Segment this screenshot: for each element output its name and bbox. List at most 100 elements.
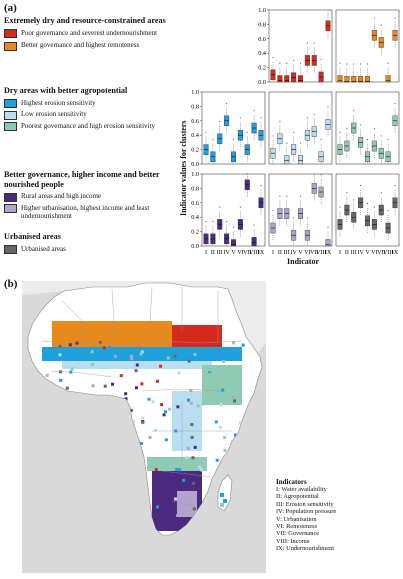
- legend-item-label: Better governance and highest remoteness: [21, 41, 140, 49]
- map-cell: [178, 468, 182, 472]
- y-tick-label: 0.0: [258, 79, 266, 86]
- box-outlier: [299, 62, 302, 64]
- map-cell: [90, 350, 94, 354]
- box-outlier: [320, 138, 322, 141]
- x-tick-label: II: [345, 250, 349, 256]
- box-outlier: [353, 63, 355, 65]
- box-outlier: [226, 102, 228, 105]
- box-outlier: [313, 42, 315, 44]
- map-cell: [45, 373, 49, 377]
- map-cell: [130, 354, 134, 358]
- map-cell: [140, 382, 144, 386]
- legend-swatch: [4, 41, 17, 51]
- legend-swatch: [4, 29, 17, 38]
- box-mark: [291, 72, 297, 83]
- map-cell: [176, 391, 180, 395]
- box-outlier: [380, 24, 382, 26]
- map-cell: [141, 420, 145, 424]
- box-outlier: [253, 224, 255, 226]
- map-cell: [233, 399, 237, 403]
- map-cell: [166, 356, 170, 360]
- map-cell: [124, 392, 128, 396]
- box-mark: [325, 239, 331, 247]
- map-cell: [164, 438, 168, 442]
- map-cell: [239, 421, 243, 425]
- map-cell: [140, 350, 144, 354]
- y-tick-label: 0.4: [191, 214, 199, 221]
- box-mark: [344, 76, 350, 83]
- map-cell: [91, 384, 95, 388]
- y-tick-label: 1.0: [191, 89, 199, 96]
- box-outlier: [272, 135, 274, 137]
- x-tick-label: VII: [377, 250, 385, 256]
- europe-land: [22, 281, 266, 295]
- map-cell: [192, 481, 196, 485]
- map-cell: [231, 395, 235, 399]
- map-cell: [148, 436, 152, 440]
- legend-item-label: Low erosion sensitivity: [21, 110, 87, 118]
- map-cell: [75, 341, 79, 345]
- map-cell: [68, 343, 72, 347]
- box-outlier: [373, 206, 375, 208]
- arabia-land: [228, 289, 266, 353]
- legend-item: Urbanised areas: [4, 245, 174, 254]
- box-mark: [358, 76, 364, 83]
- indicator-item: II: Agropotential: [276, 493, 319, 501]
- map-region-teal-east: [202, 365, 242, 405]
- legend-swatch: [4, 110, 17, 120]
- map-cell: [241, 343, 245, 347]
- box-outlier: [360, 124, 362, 126]
- y-tick-label: 1.0: [258, 7, 266, 14]
- x-tick-label: VI: [371, 250, 377, 256]
- indicator-item: V: Urbanisation: [276, 515, 317, 523]
- panel-frame: [268, 9, 333, 83]
- map-cell: [172, 365, 176, 369]
- indicator-item: VI: Remoteness: [276, 523, 317, 531]
- box-mark: [297, 75, 303, 83]
- legend-item-label: Poor governance and severest undernouris…: [21, 28, 158, 37]
- box-outlier: [387, 210, 389, 212]
- box-outlier: [293, 217, 295, 219]
- map-cell: [160, 403, 164, 407]
- indicator-item: VIII: Income: [276, 537, 310, 545]
- map-cell: [147, 397, 151, 401]
- legend-group-title: Urbanised areas: [4, 232, 61, 241]
- indicator-item: IV: Population pressure: [276, 508, 337, 516]
- map-cell: [113, 354, 117, 358]
- box-outlier: [387, 62, 389, 64]
- map-cell: [134, 386, 138, 390]
- x-tick-label: VI: [237, 250, 243, 256]
- box-outlier: [327, 226, 329, 228]
- map-cell: [173, 354, 177, 358]
- x-tick-label: IX: [325, 250, 332, 256]
- box-mark: [230, 239, 236, 247]
- box-outlier: [286, 62, 288, 64]
- y-tick-label: 0.4: [191, 132, 199, 139]
- box-outlier: [346, 128, 348, 130]
- map-cell: [223, 436, 227, 440]
- y-axis-label: Indicator values for clusters: [179, 120, 188, 216]
- x-axis-label: Indicator: [287, 257, 319, 266]
- map-cell: [155, 379, 159, 383]
- map-cell: [156, 505, 160, 509]
- map-cell: [154, 468, 158, 472]
- box-outlier: [279, 120, 281, 123]
- legend-group-1: Extremely dry and resource-constrained a…: [4, 16, 174, 51]
- box-outlier: [339, 62, 341, 64]
- x-tick-label: I: [272, 250, 274, 256]
- map-cell: [175, 467, 179, 471]
- map-cell: [58, 344, 62, 348]
- map-cell: [233, 433, 237, 437]
- x-tick-label: VII: [243, 250, 251, 256]
- box-outlier: [320, 59, 322, 61]
- x-tick-label: IV: [357, 250, 364, 256]
- panel-frame: [335, 173, 400, 247]
- box-outlier: [306, 117, 308, 119]
- y-tick-label: 0.0: [191, 243, 199, 250]
- map-cell: [189, 389, 193, 393]
- x-tick-label: VIII: [316, 250, 326, 256]
- x-tick-label: VIII: [383, 250, 393, 256]
- box-outlier: [286, 195, 288, 197]
- y-tick-label: 0.0: [191, 161, 199, 168]
- box-mark: [284, 155, 290, 165]
